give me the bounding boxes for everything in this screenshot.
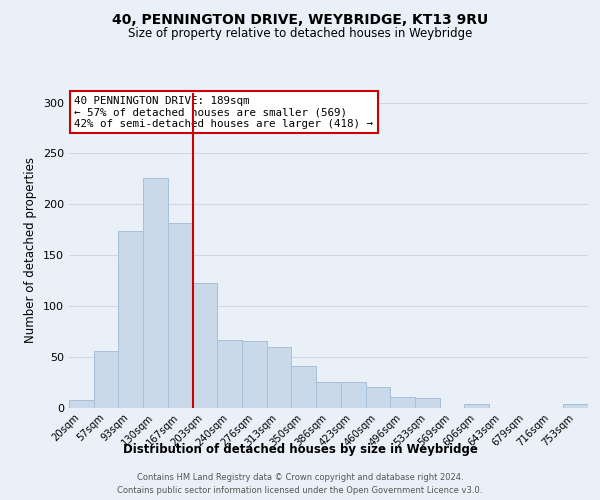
Bar — [390, 398, 415, 407]
Text: Size of property relative to detached houses in Weybridge: Size of property relative to detached ho… — [128, 28, 472, 40]
Bar — [267, 346, 292, 408]
Bar — [168, 222, 193, 408]
Bar — [217, 340, 242, 407]
Bar — [143, 178, 168, 408]
Bar — [563, 404, 588, 407]
Bar — [316, 382, 341, 407]
Text: Distribution of detached houses by size in Weybridge: Distribution of detached houses by size … — [122, 442, 478, 456]
Bar — [464, 404, 489, 407]
Bar — [365, 387, 390, 407]
Bar — [292, 366, 316, 408]
Bar — [94, 350, 118, 408]
Bar — [193, 282, 217, 408]
Text: Contains HM Land Registry data © Crown copyright and database right 2024.: Contains HM Land Registry data © Crown c… — [137, 472, 463, 482]
Bar — [118, 230, 143, 408]
Bar — [415, 398, 440, 407]
Bar — [341, 382, 365, 407]
Bar — [69, 400, 94, 407]
Text: 40 PENNINGTON DRIVE: 189sqm
← 57% of detached houses are smaller (569)
42% of se: 40 PENNINGTON DRIVE: 189sqm ← 57% of det… — [74, 96, 373, 129]
Y-axis label: Number of detached properties: Number of detached properties — [25, 157, 37, 343]
Text: 40, PENNINGTON DRIVE, WEYBRIDGE, KT13 9RU: 40, PENNINGTON DRIVE, WEYBRIDGE, KT13 9R… — [112, 12, 488, 26]
Bar — [242, 342, 267, 407]
Text: Contains public sector information licensed under the Open Government Licence v3: Contains public sector information licen… — [118, 486, 482, 495]
